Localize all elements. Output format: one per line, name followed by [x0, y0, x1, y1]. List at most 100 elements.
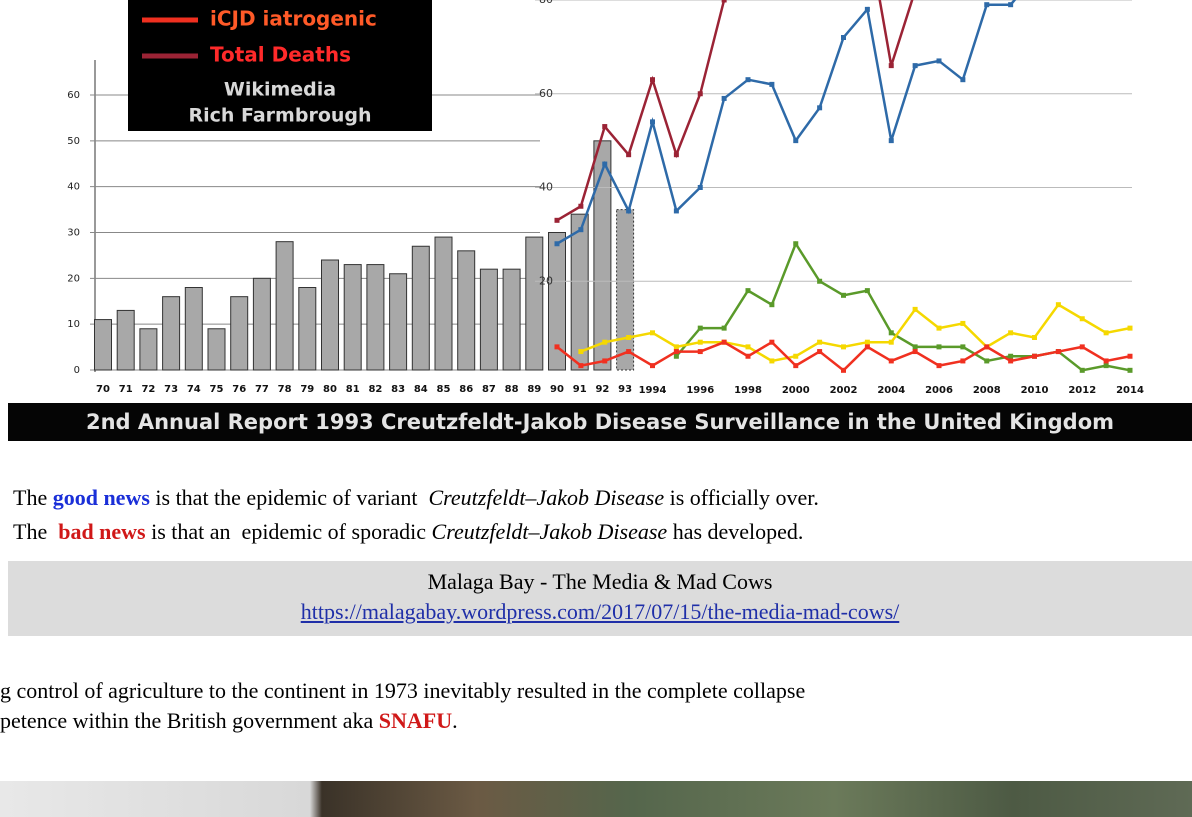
bar: [412, 246, 429, 370]
point: [793, 363, 798, 368]
x-tick-label: 71: [119, 384, 133, 395]
bar: [367, 265, 384, 370]
point: [913, 307, 918, 312]
point: [650, 119, 655, 124]
point: [889, 63, 894, 68]
text-line: The good news is that the epidemic of va…: [13, 481, 819, 515]
y-tick-label: 40: [67, 182, 80, 193]
x-tick-label: 2002: [830, 385, 858, 396]
x-tick-label: 2004: [877, 385, 905, 396]
x-tick-label: 1996: [686, 385, 714, 396]
x-tick-label: 79: [300, 384, 314, 395]
point: [746, 344, 751, 349]
point: [937, 363, 942, 368]
point: [865, 7, 870, 12]
point: [602, 162, 607, 167]
banner: 2nd Annual Report 1993 Creutzfeldt-Jakob…: [86, 410, 1114, 434]
x-tick-label: 83: [391, 384, 405, 395]
bar: [231, 297, 248, 370]
bar: [253, 278, 270, 370]
citation-link[interactable]: https://malagabay.wordpress.com/2017/07/…: [301, 599, 900, 624]
point: [722, 340, 727, 345]
point: [626, 152, 631, 157]
paragraph: The good news is that the epidemic of va…: [13, 481, 819, 549]
point: [841, 344, 846, 349]
point: [769, 340, 774, 345]
point: [1032, 354, 1037, 359]
point: [674, 344, 679, 349]
point: [793, 138, 798, 143]
point: [1104, 363, 1109, 368]
x-tick-label: 92: [595, 384, 609, 395]
y-tick-label: 10: [67, 319, 80, 330]
y-tick-label: 60: [67, 90, 80, 101]
point: [1128, 368, 1133, 373]
point: [817, 349, 822, 354]
point: [889, 330, 894, 335]
point: [674, 208, 679, 213]
y-tick-label: 50: [67, 136, 80, 147]
point: [793, 241, 798, 246]
text-line: g control of agriculture to the continen…: [0, 676, 805, 706]
point: [865, 340, 870, 345]
point: [626, 349, 631, 354]
point: [913, 344, 918, 349]
y-tick-label: 40: [539, 181, 553, 194]
point: [602, 340, 607, 345]
point: [841, 368, 846, 373]
text-line: The bad news is that an epidemic of spor…: [13, 515, 819, 549]
point: [698, 349, 703, 354]
x-tick-label: 93: [618, 384, 632, 395]
x-tick-label: 2010: [1021, 385, 1049, 396]
point: [1008, 358, 1013, 363]
point: [817, 279, 822, 284]
point: [793, 354, 798, 359]
point: [865, 288, 870, 293]
point: [698, 185, 703, 190]
point: [1104, 330, 1109, 335]
x-tick-label: 76: [232, 384, 246, 395]
point: [1008, 2, 1013, 7]
point: [865, 344, 870, 349]
text-run: is officially over.: [664, 485, 819, 510]
bar: [140, 329, 157, 370]
point: [650, 330, 655, 335]
bar: [571, 214, 588, 370]
point: [960, 77, 965, 82]
bar: [458, 251, 475, 370]
x-tick-label: 85: [437, 384, 451, 395]
bar: [435, 237, 452, 370]
point: [626, 208, 631, 213]
text-run: is that the epidemic of variant: [150, 485, 429, 510]
x-tick-label: 73: [164, 384, 178, 395]
point: [1032, 335, 1037, 340]
x-tick-label: 72: [141, 384, 155, 395]
point: [674, 152, 679, 157]
point: [841, 35, 846, 40]
point: [746, 354, 751, 359]
point: [650, 363, 655, 368]
bar: [526, 237, 543, 370]
point: [960, 321, 965, 326]
point: [1128, 326, 1133, 331]
text-run: The: [13, 519, 58, 544]
point: [817, 340, 822, 345]
point: [1056, 349, 1061, 354]
point: [913, 349, 918, 354]
point: [769, 82, 774, 87]
point: [698, 340, 703, 345]
point: [698, 91, 703, 96]
x-tick-label: 84: [414, 384, 428, 395]
text-run: is that an epidemic of sporadic: [146, 519, 432, 544]
citation-box: Malaga Bay - The Media & Mad Cows https:…: [8, 561, 1192, 636]
x-tick-label: 75: [210, 384, 224, 395]
point: [889, 340, 894, 345]
photo-strip: [0, 781, 1192, 817]
point: [984, 344, 989, 349]
point: [555, 344, 560, 349]
text-line: petence within the British government ak…: [0, 706, 805, 736]
point: [1008, 330, 1013, 335]
x-tick-label: 90: [550, 384, 564, 395]
point: [578, 204, 583, 209]
point: [602, 124, 607, 129]
